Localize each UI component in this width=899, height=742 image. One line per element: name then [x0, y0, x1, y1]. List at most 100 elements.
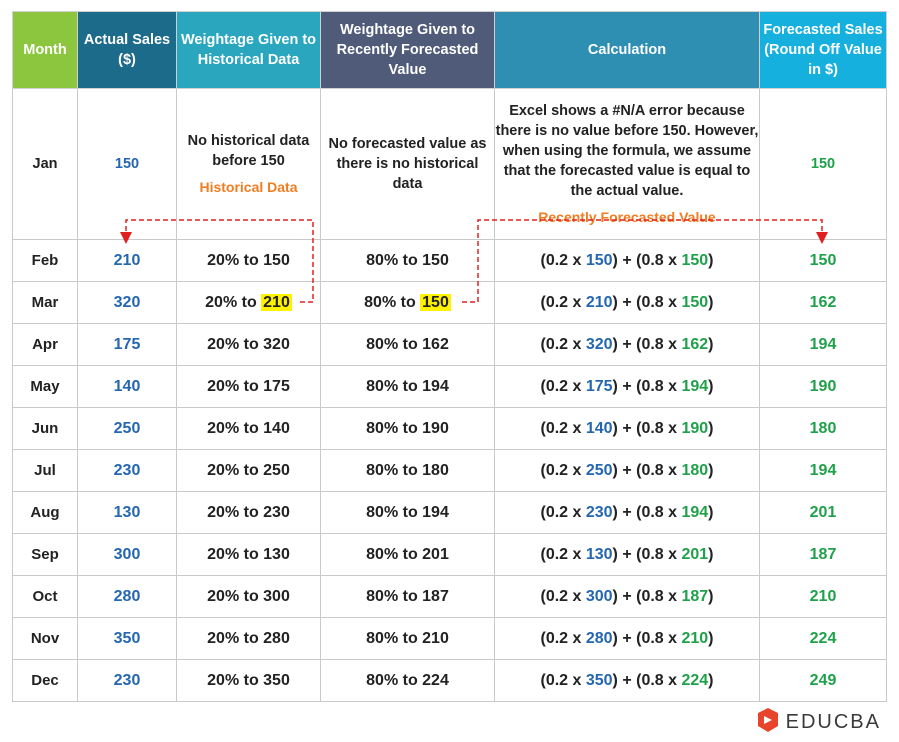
historical-value: 300: [263, 587, 290, 605]
header-recent-weightage: Weightage Given to Recently Forecasted V…: [320, 11, 495, 89]
recent-prefix: 80% to: [366, 671, 423, 689]
historical-prefix: 20% to: [207, 503, 264, 521]
table-row: Nov 350 20% to 280 80% to 210 (0.2 x 280) + …: [12, 617, 887, 660]
recent-weight-cell: 80% to 194: [320, 365, 495, 408]
calc-part: ): [708, 671, 714, 689]
recent-weight-cell: 80% to 210: [320, 617, 495, 660]
forecast-cell: 150: [759, 239, 887, 282]
educba-logo: EDUCBA: [756, 707, 881, 738]
forecast-cell: 194: [759, 449, 887, 492]
month-cell: May: [12, 365, 78, 408]
calc-forecast-value: 162: [681, 335, 709, 353]
calc-actual-value: 320: [585, 335, 613, 353]
calc-forecast-value: 201: [681, 545, 709, 563]
historical-note-cell: No historical data before 150 Historical…: [176, 88, 321, 240]
calculation-cell: (0.2 x 210) + (0.8 x 150): [494, 281, 760, 324]
recent-weight-cell: 80% to 224: [320, 659, 495, 702]
calc-part: (0.2 x: [540, 545, 586, 563]
recent-prefix: 80% to: [366, 629, 423, 647]
calc-actual-value: 300: [585, 587, 613, 605]
calc-actual-value: 350: [585, 671, 613, 689]
recent-value: 180: [422, 461, 449, 479]
table-row: Feb 210 20% to 150 80% to 150 (0.2 x 150) + …: [12, 239, 887, 282]
header-forecasted-sales: Forecasted Sales (Round Off Value in $): [759, 11, 887, 89]
historical-prefix: 20% to: [207, 335, 264, 353]
recent-prefix: 80% to: [366, 545, 423, 563]
month-cell: Mar: [12, 281, 78, 324]
historical-value: 210: [261, 293, 292, 311]
calc-part: ) + (0.8 x: [612, 335, 682, 353]
recent-prefix: 80% to: [364, 293, 421, 311]
recent-prefix: 80% to: [366, 251, 423, 269]
historical-prefix: 20% to: [207, 629, 264, 647]
historical-prefix: 20% to: [207, 461, 264, 479]
table-row-jan: Jan 150 No historical data before 150 Hi…: [12, 88, 887, 240]
forecast-cell: 224: [759, 617, 887, 660]
historical-prefix: 20% to: [207, 587, 264, 605]
historical-weight-cell: 20% to 300: [176, 575, 321, 618]
calc-part: (0.2 x: [540, 629, 586, 647]
calc-part: ): [708, 629, 714, 647]
month-cell: Oct: [12, 575, 78, 618]
historical-value: 250: [263, 461, 290, 479]
calc-part: (0.2 x: [540, 293, 586, 311]
header-row: Month Actual Sales ($) Weightage Given t…: [12, 11, 887, 89]
table-row: Apr 175 20% to 320 80% to 162 (0.2 x 320) + …: [12, 323, 887, 366]
historical-value: 320: [263, 335, 290, 353]
calc-part: ): [708, 587, 714, 605]
calculation-cell: (0.2 x 150) + (0.8 x 150): [494, 239, 760, 282]
historical-value: 350: [263, 671, 290, 689]
calc-forecast-value: 150: [681, 293, 709, 311]
forecast-cell: 187: [759, 533, 887, 576]
calc-part: ) + (0.8 x: [612, 293, 682, 311]
calc-part: (0.2 x: [540, 461, 586, 479]
calc-part: (0.2 x: [540, 503, 586, 521]
calc-actual-value: 210: [585, 293, 613, 311]
historical-value: 130: [263, 545, 290, 563]
calc-forecast-value: 210: [681, 629, 709, 647]
month-cell: Feb: [12, 239, 78, 282]
header-calculation: Calculation: [494, 11, 760, 89]
calc-part: ): [708, 377, 714, 395]
calc-part: ): [708, 419, 714, 437]
actual-sales-cell: 250: [77, 407, 177, 450]
table-row: Aug 130 20% to 230 80% to 194 (0.2 x 230) + …: [12, 491, 887, 534]
recent-value: 150: [422, 251, 449, 269]
calc-part: ) + (0.8 x: [612, 251, 682, 269]
actual-sales-cell: 230: [77, 449, 177, 492]
recent-value: 224: [422, 671, 449, 689]
forecast-cell: 190: [759, 365, 887, 408]
recent-value: 190: [422, 419, 449, 437]
calc-actual-value: 130: [585, 545, 613, 563]
historical-value: 150: [263, 251, 290, 269]
educba-logo-icon: [756, 707, 780, 738]
recent-weight-cell: 80% to 190: [320, 407, 495, 450]
calc-forecast-value: 190: [681, 419, 709, 437]
calc-forecast-value: 150: [681, 251, 709, 269]
historical-weight-cell: 20% to 210: [176, 281, 321, 324]
recent-prefix: 80% to: [366, 335, 423, 353]
recent-weight-cell: 80% to 201: [320, 533, 495, 576]
forecast-cell: 180: [759, 407, 887, 450]
calc-actual-value: 175: [585, 377, 613, 395]
historical-weight-cell: 20% to 280: [176, 617, 321, 660]
header-actual-sales: Actual Sales ($): [77, 11, 177, 89]
historical-prefix: 20% to: [207, 671, 264, 689]
recent-weight-cell: 80% to 194: [320, 491, 495, 534]
recent-value: 194: [422, 503, 449, 521]
recent-note-cell: No forecasted value as there is no histo…: [320, 88, 495, 240]
calc-forecast-value: 224: [681, 671, 709, 689]
recent-forecast-label: Recently Forecasted Value: [538, 209, 716, 225]
actual-sales-cell: 230: [77, 659, 177, 702]
month-cell: Nov: [12, 617, 78, 660]
calc-forecast-value: 180: [681, 461, 709, 479]
recent-value: 187: [422, 587, 449, 605]
recent-prefix: 80% to: [366, 377, 423, 395]
month-cell: Jan: [12, 88, 78, 240]
actual-sales-cell: 350: [77, 617, 177, 660]
historical-value: 280: [263, 629, 290, 647]
actual-sales-cell: 150: [77, 88, 177, 240]
calc-actual-value: 150: [585, 251, 613, 269]
calculation-cell: (0.2 x 140) + (0.8 x 190): [494, 407, 760, 450]
forecast-cell: 210: [759, 575, 887, 618]
